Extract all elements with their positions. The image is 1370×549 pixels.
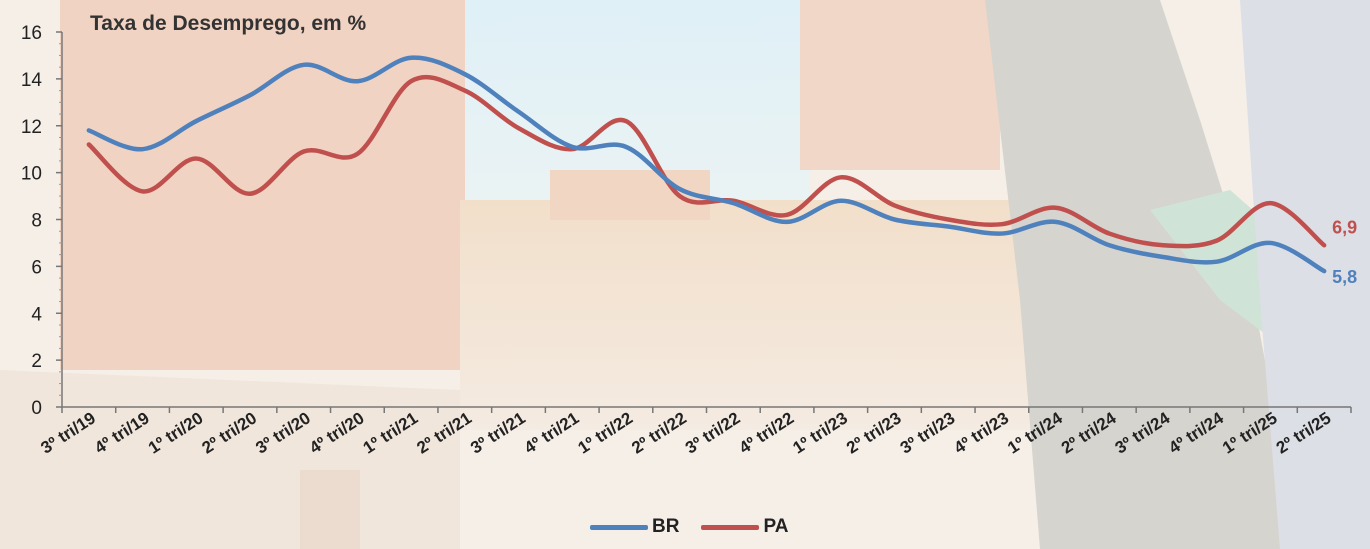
x-tick-label: 3º tri/19 <box>37 408 99 457</box>
x-tick-label: 1º tri/23 <box>789 408 851 457</box>
y-tick-label: 6 <box>31 257 42 278</box>
y-tick-label: 16 <box>21 23 42 44</box>
end-label-br: 5,8 <box>1332 267 1357 287</box>
x-tick-label: 3º tri/20 <box>252 408 314 457</box>
legend-item-br: BR <box>590 516 679 538</box>
x-tick-label: 4º tri/23 <box>951 408 1013 457</box>
x-tick-label: 3º tri/23 <box>897 408 959 457</box>
y-tick-label: 4 <box>31 304 42 325</box>
y-tick-label: 0 <box>31 398 42 419</box>
x-tick-label: 2º tri/21 <box>413 408 475 457</box>
end-label-pa: 6,9 <box>1332 217 1357 237</box>
x-tick-label: 1º tri/24 <box>1004 408 1066 457</box>
x-tick-label: 1º tri/20 <box>145 408 207 457</box>
y-tick-label: 2 <box>31 351 42 372</box>
x-tick-label: 4º tri/22 <box>736 408 798 457</box>
series-line-pa <box>86 74 1327 249</box>
x-tick-label: 4º tri/20 <box>306 408 368 457</box>
x-tick-label: 2º tri/23 <box>843 408 905 457</box>
chart-title: Taxa de Desemprego, em % <box>90 12 367 35</box>
x-tick-label: 1º tri/25 <box>1219 408 1281 457</box>
legend-swatch-pa <box>701 524 760 530</box>
x-tick-label: 3º tri/24 <box>1112 408 1174 457</box>
legend-item-pa: PA <box>701 516 788 538</box>
y-tick-label: 14 <box>21 70 43 91</box>
y-tick-label: 8 <box>31 211 42 232</box>
y-tick-label: 12 <box>21 117 42 138</box>
x-tick-label: 2º tri/25 <box>1273 408 1335 457</box>
legend-label-pa: PA <box>763 516 789 537</box>
x-tick-label: 2º tri/24 <box>1058 408 1120 457</box>
x-tick-label: 1º tri/21 <box>360 408 422 457</box>
x-tick-label: 4º tri/24 <box>1165 408 1227 457</box>
x-tick-label: 1º tri/22 <box>575 408 637 457</box>
x-tick-label: 2º tri/20 <box>199 408 261 457</box>
legend-label-br: BR <box>652 516 680 537</box>
x-tick-label: 4º tri/19 <box>91 408 153 457</box>
y-tick-label: 10 <box>21 164 42 185</box>
legend: BR PA <box>590 516 802 538</box>
legend-swatch-br <box>590 524 648 530</box>
x-tick-label: 2º tri/22 <box>628 408 690 457</box>
x-tick-label: 3º tri/22 <box>682 408 744 457</box>
x-tick-label: 4º tri/21 <box>521 408 583 457</box>
x-tick-label: 3º tri/21 <box>467 408 529 457</box>
series-line-br <box>86 55 1327 274</box>
